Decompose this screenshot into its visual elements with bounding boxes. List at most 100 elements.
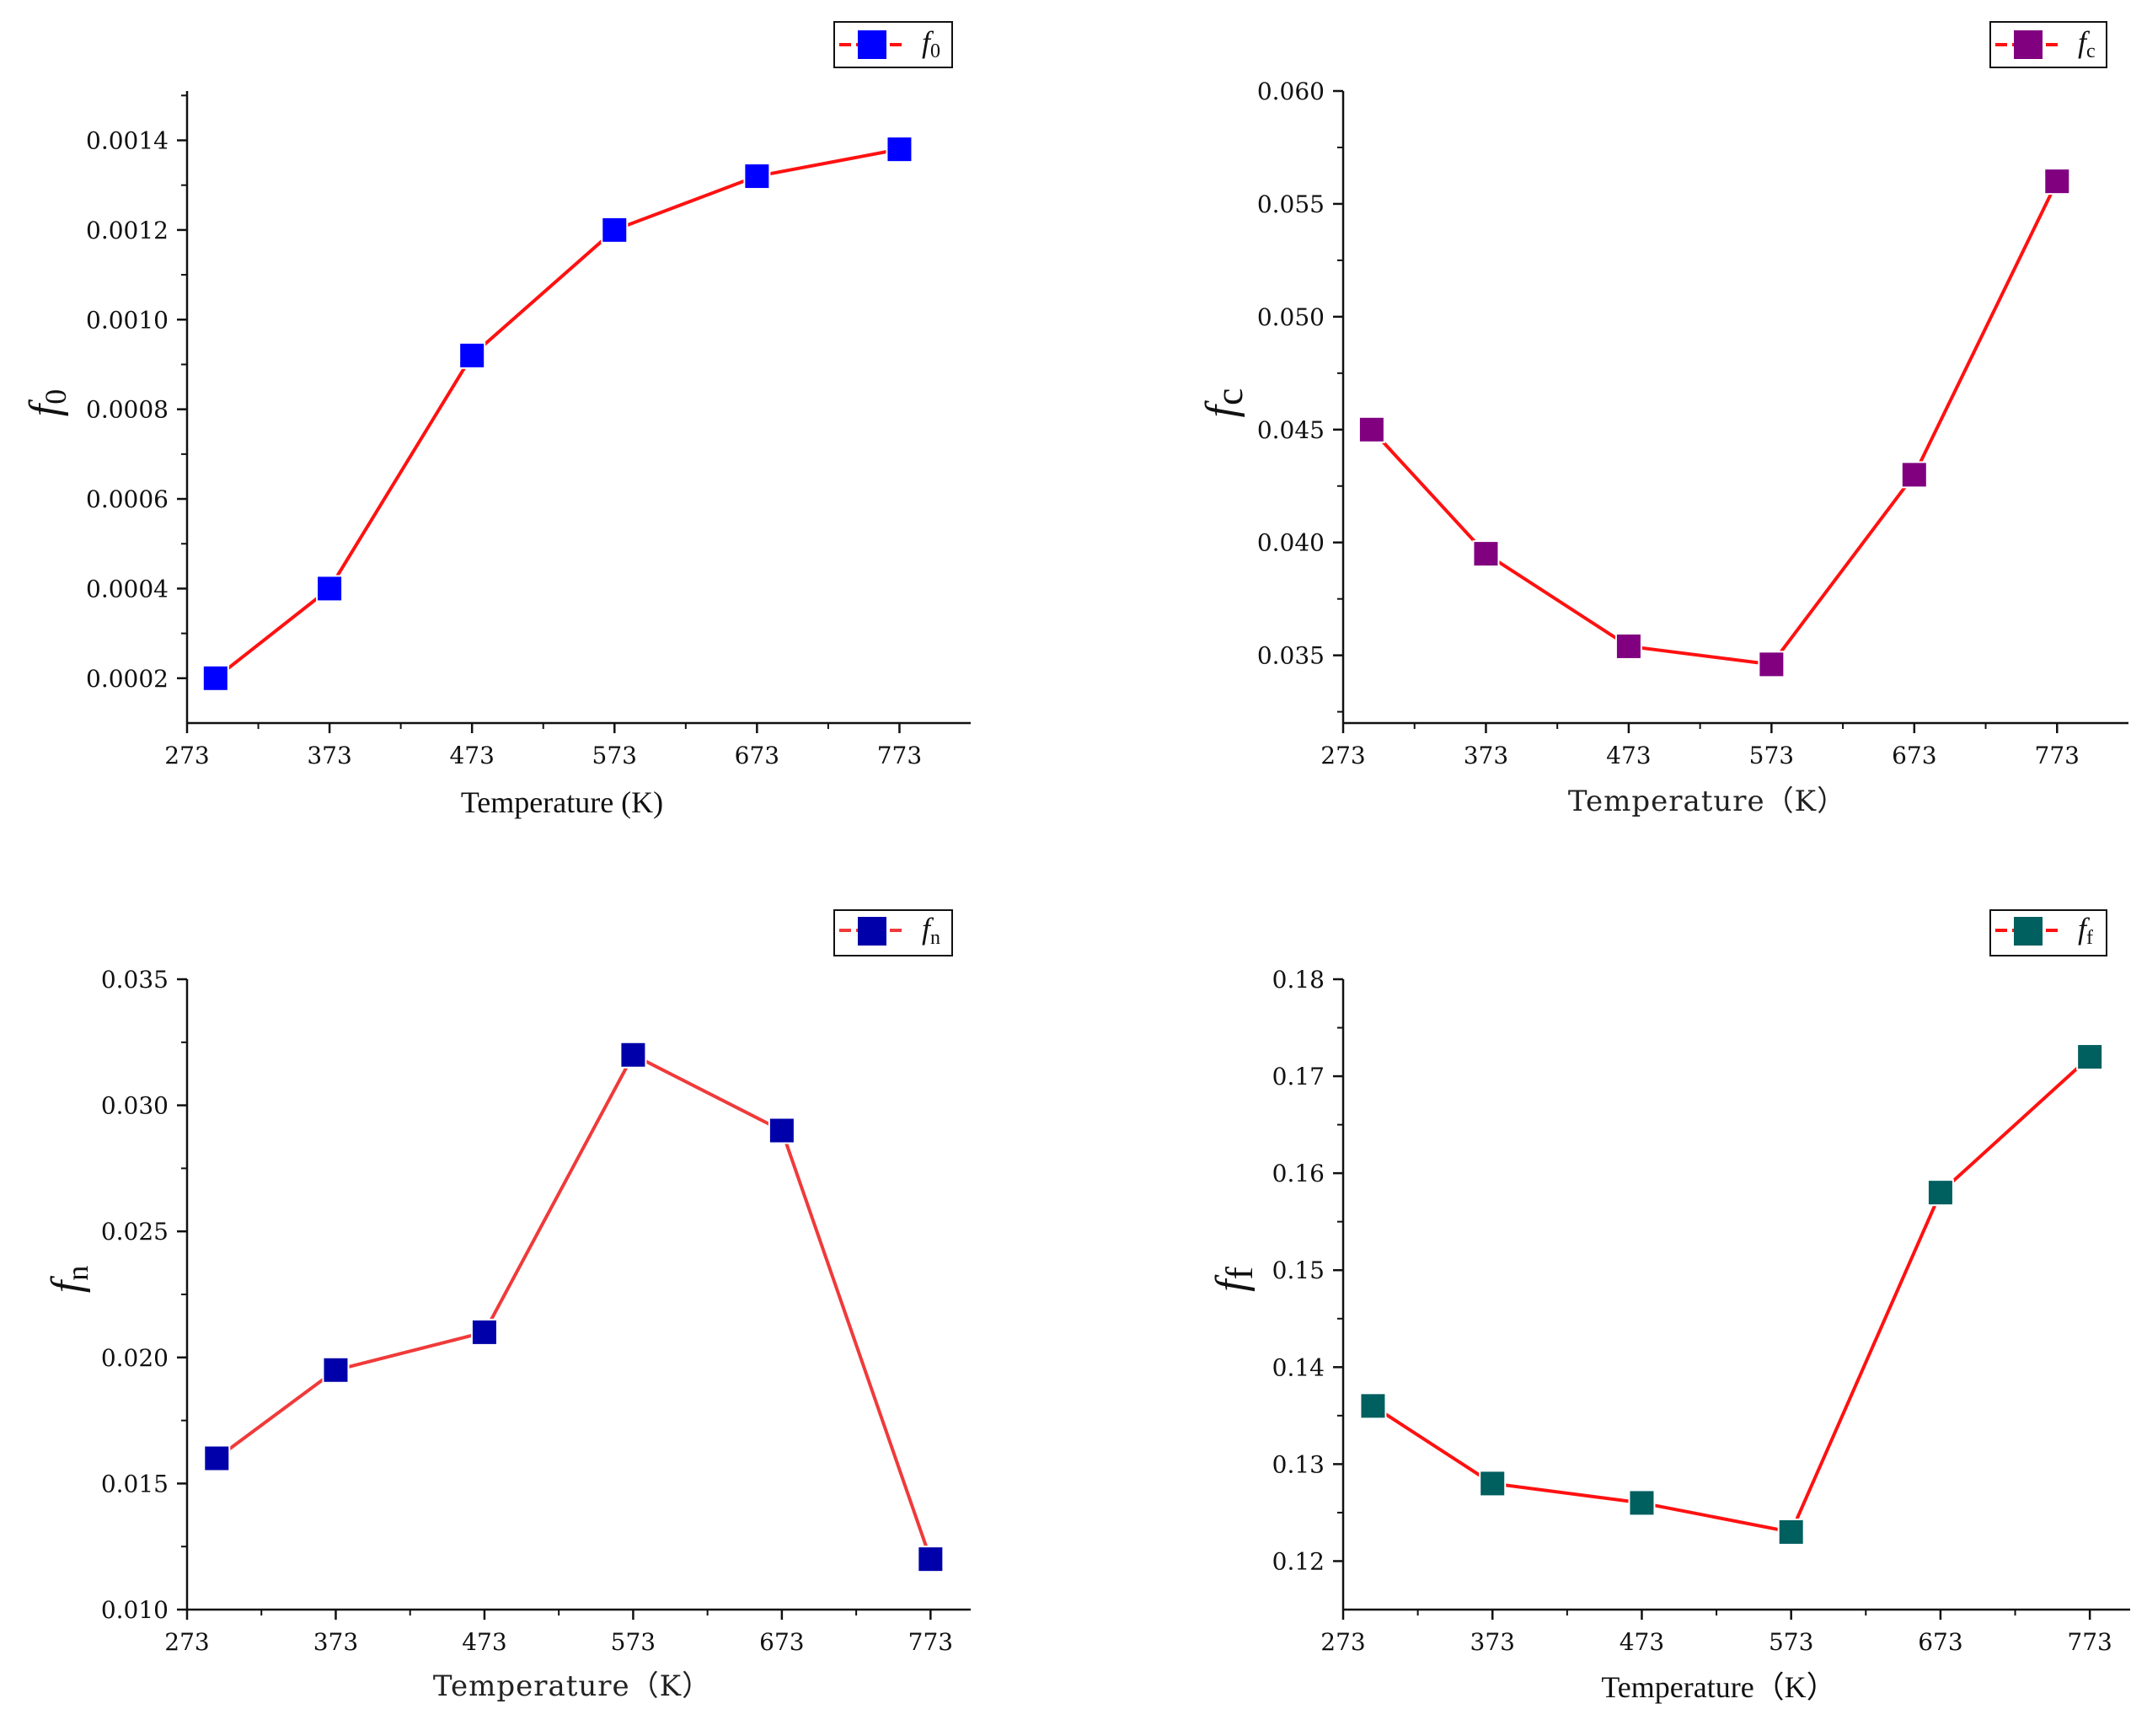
x-axis-title: Temperature（K） [1601,1670,1836,1704]
tick-group: 273 373 473 573 673 773 0.035 0.040 0.045 0.050 0.… [1257,78,2080,769]
y-tick-label: 0.12 [1272,1547,1325,1575]
y-axis-title: f0 [21,389,72,416]
y-tick-label: 0.13 [1272,1450,1325,1478]
y-tick-label: 0.0012 [86,217,169,244]
x-tick-label: 773 [908,1628,953,1656]
data-point [917,1546,945,1573]
x-tick-label: 373 [313,1628,358,1656]
y-tick-label: 0.16 [1272,1160,1325,1187]
x-tick-label: 273 [1320,742,1365,769]
chart-panel-ff: 273 373 473 573 673 773 0.12 0.13 0.14 0.15 0.16 0.… [1207,909,2130,1704]
series-line [214,147,900,680]
x-tick-label: 273 [1320,1628,1365,1656]
legend-marker-icon [858,917,886,946]
data-point [1357,415,1385,443]
data-point [1472,540,1500,568]
y-tick-label: 0.15 [1272,1256,1325,1284]
data-point [1926,1179,1954,1207]
legend-box [1989,21,2107,68]
x-tick-label: 573 [592,742,637,769]
data-point [743,163,771,190]
y-tick-label: 0.030 [101,1092,169,1120]
series-line [216,1053,933,1560]
chart-panel-fc: 273 373 473 573 673 773 0.035 0.040 0.045 0.050 0.… [1197,21,2128,818]
y-tick-label: 0.050 [1257,303,1325,331]
y-tick-label: 0.015 [101,1470,169,1498]
data-point [322,1356,350,1384]
y-tick-label: 0.0014 [86,127,169,155]
x-tick-label: 373 [307,742,351,769]
data-point [1479,1470,1507,1498]
data-point [601,216,629,244]
data-point [458,341,486,369]
x-tick-label: 673 [759,1628,804,1656]
y-tick-label: 0.040 [1257,529,1325,557]
y-axis-title: ff [1207,1266,1261,1291]
data-point [470,1318,498,1346]
series-line [1370,180,2059,667]
x-tick-label: 673 [735,742,779,769]
series-marks [201,136,913,692]
x-tick-label: 773 [2035,742,2080,769]
x-tick-label: 473 [1606,742,1651,769]
y-tick-label: 0.055 [1257,190,1325,218]
data-point [768,1117,795,1144]
x-axis-title: Temperature（K） [433,1669,711,1703]
x-tick-label: 773 [877,742,922,769]
data-point [619,1041,647,1069]
legend-box [833,909,953,956]
x-tick-label: 573 [611,1628,656,1656]
chart-panel-fn: 273 373 473 573 673 773 0.010 0.015 0.020 0.025 0.… [43,909,971,1703]
y-tick-label: 0.0010 [86,306,169,334]
series-marks [1359,1043,2104,1546]
x-tick-label: 573 [1749,742,1794,769]
y-tick-label: 0.14 [1272,1353,1325,1381]
legend-box [1989,909,2107,956]
y-tick-label: 0.025 [101,1218,169,1246]
x-tick-label: 473 [462,1628,506,1656]
data-point [1628,1489,1656,1517]
tick-group: 273 373 473 573 673 773 0.0002 0.0004 0.0006 0.00… [86,94,922,769]
x-tick-label: 373 [1464,742,1508,769]
series-marks [203,1041,945,1573]
data-point [1758,651,1786,678]
y-tick-label: 0.060 [1257,78,1325,105]
x-tick-label: 673 [1918,1628,1962,1656]
y-tick-label: 0.035 [101,966,169,994]
x-tick-label: 773 [2067,1628,2112,1656]
legend-marker-icon [2014,30,2043,59]
legend-marker-icon [2014,917,2043,946]
data-point [201,664,229,692]
tick-group: 273 373 473 573 673 773 0.12 0.13 0.14 0.15 0.16 0.… [1272,966,2112,1656]
x-axis-title: Temperature (K) [461,785,663,819]
x-tick-label: 273 [164,742,209,769]
y-tick-label: 0.0002 [86,665,169,693]
data-point [1614,632,1642,660]
y-tick-label: 0.045 [1257,416,1325,444]
data-point [2076,1043,2104,1071]
data-point [2043,168,2071,196]
y-tick-label: 0.0004 [86,575,169,603]
series-marks [1357,168,2071,678]
data-point [1359,1392,1387,1420]
legend: fc [1989,21,2107,68]
y-tick-label: 0.0006 [86,485,169,513]
y-axis-title: fc [1197,388,1250,418]
data-point [1900,461,1928,489]
legend-marker-icon [858,30,886,59]
x-axis-title: Temperature（K） [1568,785,1846,818]
series-line [1372,1055,2091,1534]
data-point [203,1444,231,1472]
x-tick-label: 473 [449,742,494,769]
x-tick-label: 573 [1769,1628,1813,1656]
y-axis-title: fn [43,1266,94,1293]
legend: fn [833,909,953,956]
chart-panel-f0: 273 373 473 573 673 773 0.0002 0.0004 0.0006 0.00… [21,21,971,819]
x-tick-label: 373 [1470,1628,1515,1656]
y-tick-label: 0.035 [1257,642,1325,670]
y-tick-label: 0.020 [101,1344,169,1372]
y-tick-label: 0.18 [1272,966,1325,994]
x-tick-label: 273 [164,1628,209,1656]
x-tick-label: 673 [1892,742,1936,769]
